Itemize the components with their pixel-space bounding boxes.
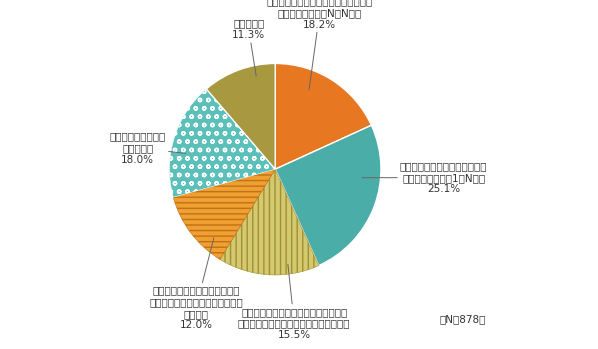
Text: （N＝878）: （N＝878） [439, 314, 486, 324]
Text: 一部の取引先との間で電子契約
を採用している（1対N型）
25.1%: 一部の取引先との間で電子契約 を採用している（1対N型） 25.1% [362, 161, 487, 194]
Wedge shape [275, 64, 371, 169]
Wedge shape [169, 89, 275, 197]
Text: わからない
11.3%: わからない 11.3% [232, 18, 266, 76]
Wedge shape [173, 169, 275, 259]
Text: 今後の電子契約の採用を検討し
ている（外部の電子契約サービス
を利用）
12.0%: 今後の電子契約の採用を検討し ている（外部の電子契約サービス を利用） 12.0… [149, 238, 243, 331]
Wedge shape [275, 125, 381, 266]
Text: 複数の部門、取引先との間で電子契約
を採用している（N対N型）
18.2%: 複数の部門、取引先との間で電子契約 を採用している（N対N型） 18.2% [267, 0, 373, 90]
Wedge shape [206, 64, 275, 169]
Text: 今後の電子契約の採用を検討している
（自社開発の電子契約システムを利用）
15.5%: 今後の電子契約の採用を検討している （自社開発の電子契約システムを利用） 15.… [238, 265, 350, 340]
Text: 電子契約を採用する
予定はない
18.0%: 電子契約を採用する 予定はない 18.0% [109, 132, 185, 165]
Wedge shape [220, 169, 319, 275]
